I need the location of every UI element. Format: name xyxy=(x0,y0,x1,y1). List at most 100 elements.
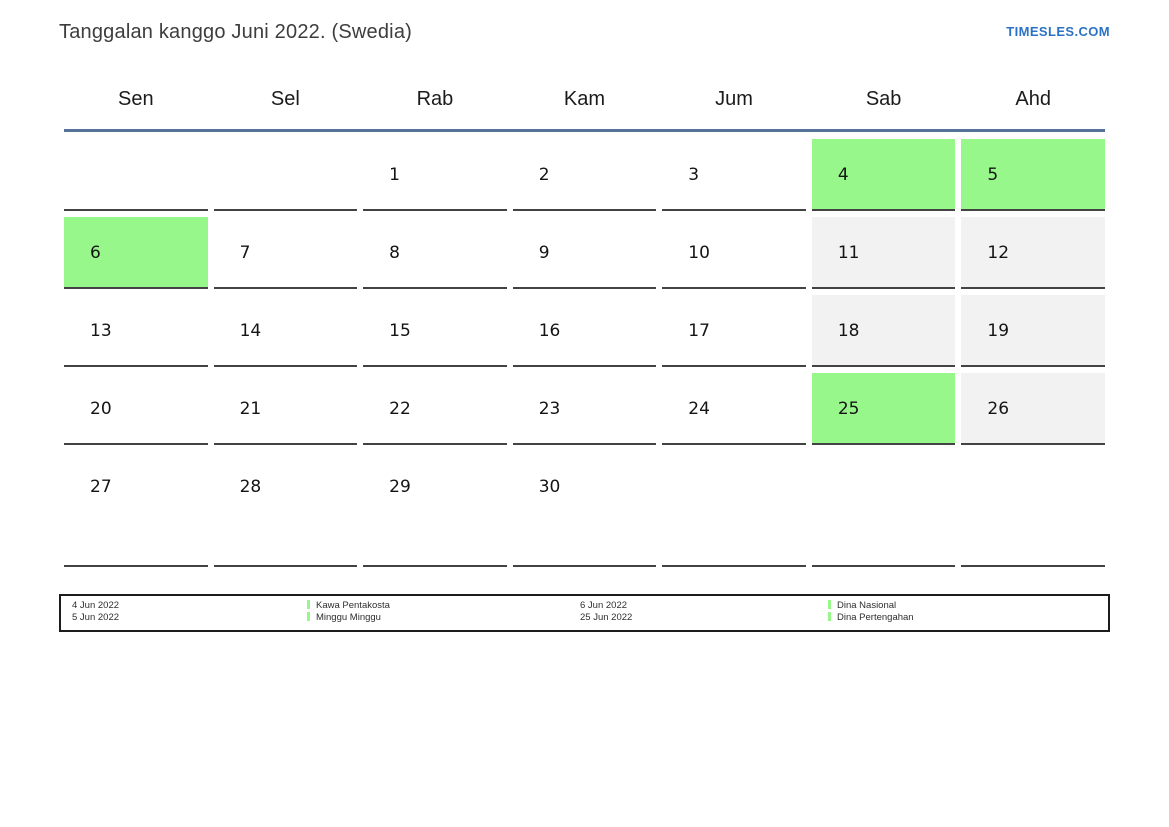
legend-event-label: Kawa Pentakosta xyxy=(316,600,390,611)
day-number: 14 xyxy=(239,321,262,341)
day-cell-12: 12 xyxy=(961,217,1105,289)
day-cell-30: 30 xyxy=(512,451,657,567)
day-number: 27 xyxy=(90,477,112,497)
day-cell-22: 22 xyxy=(363,373,507,445)
legend-date: 5 Jun 2022 xyxy=(72,612,120,623)
day-cell-13: 13 xyxy=(64,295,208,367)
day-number: 5 xyxy=(987,165,999,185)
day-cell-empty xyxy=(662,451,806,567)
day-cell-1: 1 xyxy=(363,139,507,211)
day-number: 18 xyxy=(837,321,860,341)
day-number: 16 xyxy=(538,321,561,341)
day-number: 7 xyxy=(239,243,251,263)
legend-box: 4 Jun 2022 5 Jun 2022 Kawa Pentakosta Mi… xyxy=(59,594,1110,632)
legend-event: Dina Nasional xyxy=(828,600,914,612)
day-number: 3 xyxy=(688,165,700,185)
day-cell-8: 8 xyxy=(363,217,507,289)
day-number: 12 xyxy=(987,243,1010,263)
day-cell-6: 6 xyxy=(64,217,208,289)
weekday-header-rab: Rab xyxy=(416,88,454,110)
day-number: 4 xyxy=(837,165,849,185)
holiday-marker-icon xyxy=(828,600,831,609)
day-cell-empty xyxy=(64,139,208,211)
day-cell-4: 4 xyxy=(811,139,956,211)
weekday-header-sen: Sen xyxy=(117,88,154,110)
legend-events-group-2: Dina Nasional Dina Pertengahan xyxy=(828,600,914,624)
legend-dates-group-1: 4 Jun 2022 5 Jun 2022 xyxy=(72,600,119,624)
weekday-header-sel: Sel xyxy=(270,88,300,110)
day-number: 25 xyxy=(837,399,860,419)
weekday-header-jum: Jum xyxy=(715,88,753,110)
legend-event: Dina Pertengahan xyxy=(828,612,914,624)
legend-event-label: Minggu Minggu xyxy=(316,612,381,623)
calendar-grid: 1 2 3 4 5 6 7 8 9 10 11 12 13 14 15 16 17 18 19 20 21 22 23 24 2… xyxy=(64,139,1105,567)
day-number: 2 xyxy=(538,165,550,185)
holiday-marker-icon xyxy=(828,612,831,621)
legend-date: 25 Jun 2022 xyxy=(580,612,633,623)
legend-date: 4 Jun 2022 xyxy=(72,600,120,611)
site-link[interactable]: TIMESLES.COM xyxy=(1006,24,1110,39)
day-number: 28 xyxy=(239,477,262,497)
day-cell-20: 20 xyxy=(64,373,208,445)
day-cell-2: 2 xyxy=(512,139,657,211)
legend-dates-group-2: 6 Jun 2022 25 Jun 2022 xyxy=(580,600,632,624)
calendar: Sen Sel Rab Kam Jum Sab Ahd 1 2 3 4 5 6 7 8 9 10 1… xyxy=(64,75,1105,567)
day-number: 19 xyxy=(987,321,1010,341)
day-number: 13 xyxy=(90,321,112,341)
legend-event: Kawa Pentakosta xyxy=(307,600,390,612)
legend-date: 6 Jun 2022 xyxy=(580,600,628,611)
day-cell-9: 9 xyxy=(512,217,657,289)
day-cell-29: 29 xyxy=(363,451,507,567)
day-cell-26: 26 xyxy=(961,373,1105,445)
day-number: 23 xyxy=(538,399,561,419)
day-number: 6 xyxy=(90,243,101,263)
day-number: 9 xyxy=(538,243,550,263)
day-number: 15 xyxy=(389,321,411,341)
day-cell-empty xyxy=(961,451,1105,567)
day-number xyxy=(812,451,956,477)
day-cell-11: 11 xyxy=(811,217,956,289)
day-cell-3: 3 xyxy=(662,139,806,211)
day-cell-10: 10 xyxy=(662,217,806,289)
page-title: Tanggalan kanggo Juni 2022. (Swedia) xyxy=(59,21,413,43)
legend-event-label: Dina Pertengahan xyxy=(837,612,914,623)
day-cell-25: 25 xyxy=(811,373,956,445)
weekday-header-kam: Kam xyxy=(563,88,606,110)
day-cell-7: 7 xyxy=(213,217,358,289)
legend-event: Minggu Minggu xyxy=(307,612,390,624)
day-number: 20 xyxy=(90,399,112,419)
day-number: 26 xyxy=(987,399,1010,419)
day-number: 29 xyxy=(389,477,411,497)
holiday-marker-icon xyxy=(307,612,310,621)
day-cell-21: 21 xyxy=(213,373,358,445)
day-number: 22 xyxy=(389,399,411,419)
day-number xyxy=(662,451,806,477)
day-cell-14: 14 xyxy=(213,295,358,367)
day-cell-24: 24 xyxy=(662,373,806,445)
header-rule xyxy=(64,129,1105,132)
day-number: 24 xyxy=(688,399,710,419)
day-number xyxy=(214,139,358,165)
day-cell-empty xyxy=(811,451,956,567)
legend-event-label: Dina Nasional xyxy=(837,600,897,611)
day-cell-23: 23 xyxy=(512,373,657,445)
day-cell-empty xyxy=(213,139,358,211)
day-cell-5: 5 xyxy=(961,139,1105,211)
day-cell-28: 28 xyxy=(213,451,358,567)
day-number: 17 xyxy=(688,321,710,341)
day-cell-18: 18 xyxy=(811,295,956,367)
day-cell-16: 16 xyxy=(512,295,657,367)
day-cell-27: 27 xyxy=(64,451,208,567)
day-cell-19: 19 xyxy=(961,295,1105,367)
day-number: 30 xyxy=(538,477,561,497)
day-cell-15: 15 xyxy=(363,295,507,367)
day-number xyxy=(961,451,1105,477)
day-number: 21 xyxy=(239,399,262,419)
day-cell-17: 17 xyxy=(662,295,806,367)
day-number: 11 xyxy=(837,243,860,263)
day-number: 8 xyxy=(389,243,400,263)
day-number xyxy=(64,139,208,165)
day-number: 10 xyxy=(688,243,710,263)
weekday-header-row: Sen Sel Rab Kam Jum Sab Ahd xyxy=(64,75,1105,129)
